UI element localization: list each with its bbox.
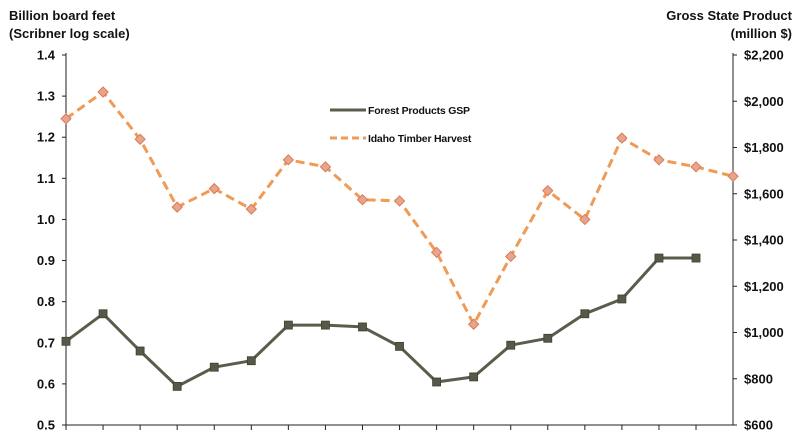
left-tick-label: 1.3 [37,89,55,104]
forest-gsp-point [617,294,627,304]
left-tick-label: 1.2 [37,130,55,145]
forest-gsp-point [135,346,145,356]
timber-harvest-point [282,154,295,166]
forest-gsp-point [469,372,479,382]
forest-gsp-point [691,253,701,263]
left-axis-title-line-1: Billion board feet [9,8,116,23]
forest-gsp-point [61,336,71,346]
timber-harvest-point [579,213,591,226]
timber-harvest-point [245,203,258,215]
series-layer: * [60,86,739,391]
chart-title: 1995-2016 [368,0,430,1]
forest-gsp-point [580,309,590,319]
left-tick-label: 0.6 [37,376,55,391]
timber-harvest-point [208,182,220,195]
timber-harvest-point [134,133,146,145]
right-tick-label: $1,600 [744,186,784,201]
timber-harvest-point [319,161,332,173]
timber-harvest-point [430,246,443,259]
left-tick-label: 0.7 [37,335,55,350]
left-tick-label: 1.4 [37,48,56,63]
timber-harvest-point [616,132,628,144]
timber-harvest-point [60,113,72,125]
forest-gsp-point [321,320,330,330]
right-tick-label: $1,200 [744,279,784,294]
left-tick-label: 0.8 [37,294,55,309]
right-tick-label: $1,800 [744,140,784,155]
forest-gsp-point [172,381,182,391]
legend-label-timber-harvest: Idaho Timber Harvest [368,133,472,145]
forest-gsp-point [358,322,367,332]
right-tick-label: $800 [744,371,773,386]
left-tick-label: 1.0 [37,212,55,227]
forest-gsp-point [654,253,664,263]
timber-harvest-point [356,194,369,206]
forest-gsp-point [209,362,219,372]
right-tick-label: $2,200 [744,48,784,63]
timber-harvest-point [542,184,554,197]
left-tick-label: 1.1 [37,171,55,186]
forest-gsp-point [98,309,108,319]
legend: Forest Products GSP Idaho Timber Harvest [330,105,472,145]
forest-gsp-point [246,356,256,366]
right-axis-title-line-1: Gross State Product [666,8,792,23]
left-tick-label: 0.9 [37,253,55,268]
left-axis-title: Billion board feet (Scribner log scale) [9,8,130,41]
forest-gsp-point [506,340,516,350]
timber-harvest-point [97,86,109,98]
right-axis-title: Gross State Product (million $) [666,8,792,41]
right-tick-label: $2,000 [744,94,784,109]
right-tick-label: $600 [744,418,773,433]
timber-harvest-point [467,318,480,330]
timber-harvest-point [690,161,702,173]
timber-harvest-point [393,195,406,207]
forest-gsp-point [395,341,404,351]
forest-gsp-line [65,256,696,388]
timber-harvest-point [727,170,739,182]
forest-gsp-point [283,320,293,330]
forest-gsp-point [432,377,442,387]
right-tick-label: $1,000 [744,325,784,340]
timber-harvest-line [65,90,734,326]
timber-harvest-point [653,154,665,166]
right-axis-title-line-2: (million $) [731,26,792,41]
legend-label-forest-gsp: Forest Products GSP [368,105,470,117]
left-tick-label: 0.5 [37,418,55,433]
timber-harvest-point [171,201,183,213]
right-tick-label: $1,400 [744,233,784,248]
axes: 1.4 1.3 1.2 1.1 1.0 0.9 0.8 0.7 0.6 0.5 $2,200 $2,0… [37,48,784,433]
left-axis-title-line-2: (Scribner log scale) [9,26,130,41]
timber-harvest-point [505,250,517,263]
forest-gsp-point [543,333,553,343]
